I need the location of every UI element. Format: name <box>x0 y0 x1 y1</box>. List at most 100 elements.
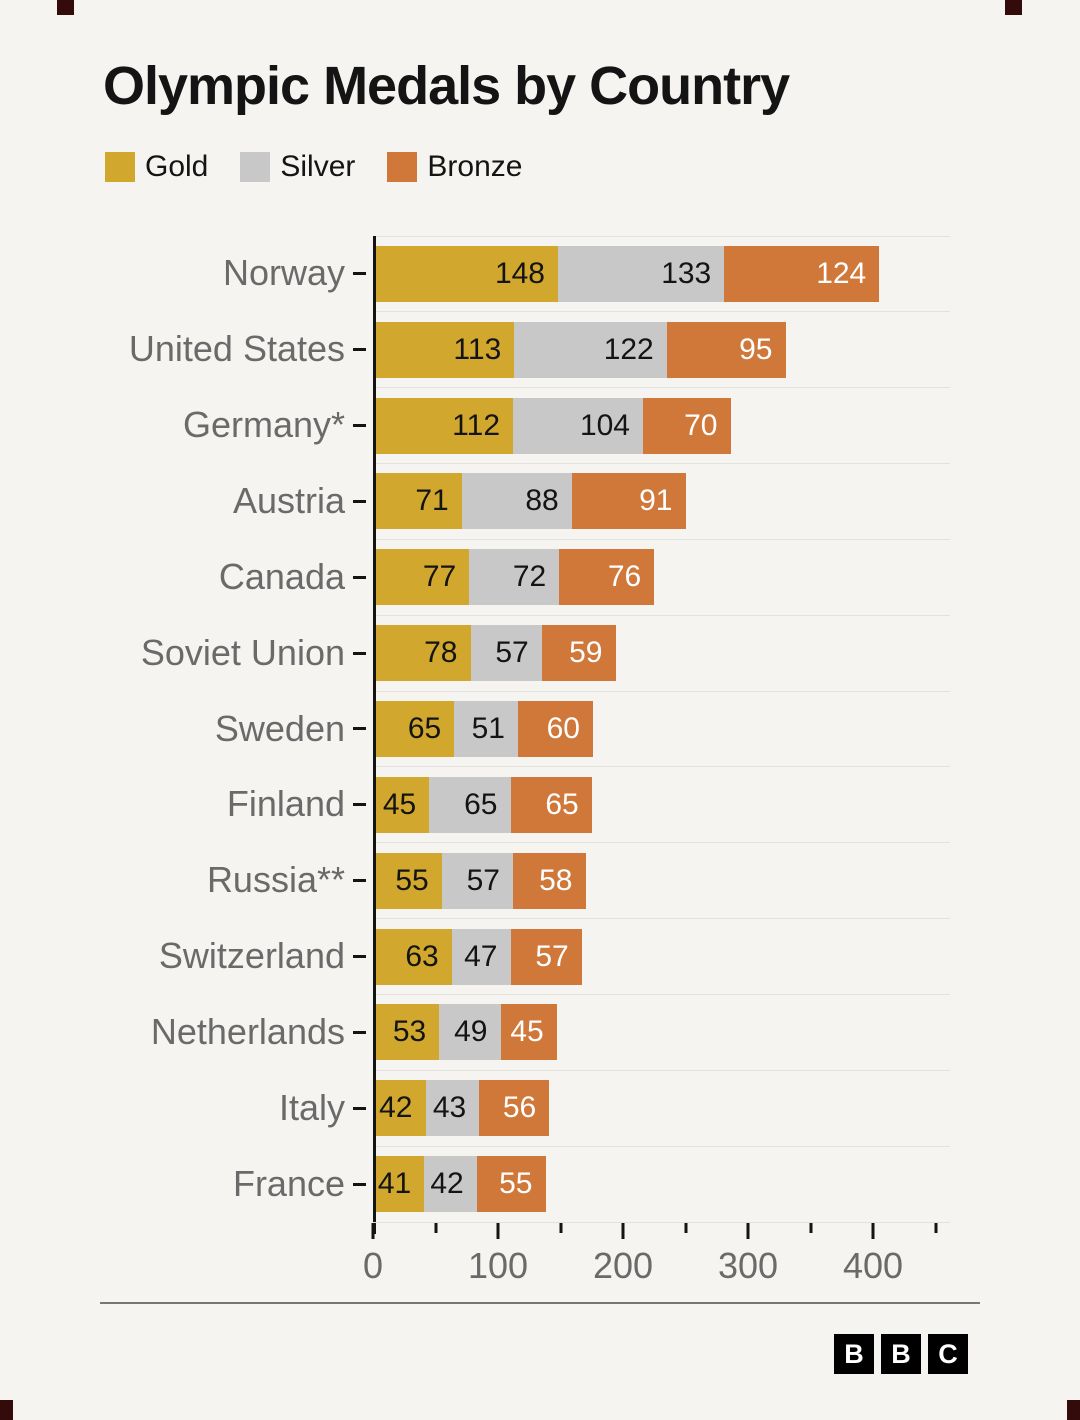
bar-segment-silver: 72 <box>469 549 560 606</box>
category-tick-mark <box>353 575 366 579</box>
x-axis-minor-tick <box>434 1223 437 1233</box>
row-plot-area: 42 43 56 <box>373 1069 950 1146</box>
category-label: United States <box>128 328 345 370</box>
row-plot-area: 148 133 124 <box>373 235 950 312</box>
bar-segment-gold: 71 <box>373 473 462 530</box>
bar-segment-bronze: 57 <box>510 928 582 985</box>
category-label: Sweden <box>214 707 345 749</box>
category-tick-mark <box>353 1030 366 1034</box>
chart-row: Canada 77 72 76 <box>105 538 950 615</box>
bar-value-label: 78 <box>424 636 458 670</box>
bar-value-label: 65 <box>407 711 442 745</box>
bar-segment-gold: 42 <box>373 1080 426 1137</box>
x-axis-tick-label: 400 <box>842 1245 904 1286</box>
bar-segment-bronze: 65 <box>510 776 592 833</box>
category-tick-mark <box>353 499 366 503</box>
bbc-logo-block: B <box>881 1334 921 1374</box>
x-axis: 0 100 200 300 400 <box>363 1222 950 1294</box>
bar-value-label: 55 <box>395 863 429 897</box>
legend-swatch-gold <box>105 152 135 182</box>
chart-row: Austria 71 88 91 <box>105 463 950 540</box>
corner-marker <box>0 1400 13 1420</box>
stacked-bar: 55 57 58 <box>373 852 586 909</box>
category-tick-mark <box>353 1106 366 1110</box>
legend-swatch-silver <box>240 152 271 182</box>
bar-value-label: 133 <box>661 256 712 290</box>
bar-segment-bronze: 58 <box>513 852 586 909</box>
bar-segment-gold: 78 <box>373 625 471 682</box>
category-tick-mark <box>353 1182 366 1186</box>
legend-label: Silver <box>280 150 356 183</box>
bar-value-label: 63 <box>405 939 439 973</box>
bar-segment-gold: 45 <box>373 776 430 833</box>
bar-segment-silver: 65 <box>429 776 511 833</box>
bar-value-label: 122 <box>603 332 654 366</box>
legend-item-bronze: Bronze <box>387 150 522 184</box>
bbc-logo-block: C <box>928 1334 968 1374</box>
chart-legend: Gold Silver Bronze <box>105 150 522 184</box>
row-plot-area: 45 65 65 <box>373 766 950 843</box>
stacked-bar: 77 72 76 <box>373 549 655 606</box>
category-label: France <box>232 1162 345 1204</box>
bar-value-label: 53 <box>392 1015 427 1049</box>
bar-value-label: 77 <box>422 560 457 594</box>
bar-value-label: 57 <box>495 636 529 670</box>
category-tick-mark <box>353 424 366 428</box>
bar-value-label: 43 <box>432 1091 467 1125</box>
category-label: Finland <box>226 783 345 825</box>
x-axis-tick-label: 200 <box>592 1245 654 1286</box>
row-plot-area: 78 57 59 <box>373 614 950 691</box>
x-axis-major-tick <box>621 1223 625 1239</box>
bar-value-label: 71 <box>415 484 449 518</box>
bar-segment-silver: 122 <box>514 321 667 378</box>
stacked-bar: 113 122 95 <box>373 321 786 378</box>
chart-rows: Norway 148 133 124 United States 113 122 95 Germ… <box>105 235 950 1222</box>
chart-row: France 41 42 55 <box>105 1145 950 1222</box>
x-axis-major-tick <box>371 1223 375 1239</box>
category-label: Soviet Union <box>140 631 345 673</box>
x-axis-minor-tick <box>559 1223 562 1233</box>
row-plot-area: 71 88 91 <box>373 463 950 540</box>
legend-item-silver: Silver <box>240 150 355 184</box>
bar-value-label: 55 <box>499 1167 533 1201</box>
x-axis-tick-label: 300 <box>717 1245 779 1286</box>
bar-value-label: 57 <box>466 863 500 897</box>
bar-value-label: 70 <box>684 408 718 442</box>
category-tick-mark <box>353 955 366 959</box>
bar-segment-bronze: 45 <box>500 1004 557 1061</box>
bar-segment-bronze: 70 <box>643 397 731 454</box>
x-axis-major-tick <box>496 1223 500 1239</box>
footer-divider <box>100 1302 980 1304</box>
bar-segment-bronze: 56 <box>479 1080 550 1137</box>
bar-value-label: 51 <box>471 711 505 745</box>
row-plot-area: 53 49 45 <box>373 993 950 1070</box>
category-label: Netherlands <box>150 1010 345 1052</box>
bar-segment-gold: 41 <box>373 1156 425 1213</box>
category-label: Italy <box>278 1086 345 1128</box>
row-plot-area: 55 57 58 <box>373 842 950 919</box>
chart-row: Soviet Union 78 57 59 <box>105 614 950 691</box>
bar-segment-silver: 88 <box>461 473 572 530</box>
category-tick-mark <box>353 272 366 276</box>
category-label: Canada <box>218 555 345 597</box>
x-axis-minor-tick <box>809 1223 812 1233</box>
stacked-bar: 78 57 59 <box>373 625 616 682</box>
category-tick-mark <box>353 348 366 352</box>
chart-row: Switzerland 63 47 57 <box>105 918 950 995</box>
bar-value-label: 113 <box>453 332 502 366</box>
chart-row: Norway 148 133 124 <box>105 235 950 312</box>
bar-segment-silver: 43 <box>425 1080 480 1137</box>
category-tick-mark <box>353 727 366 731</box>
bar-value-label: 104 <box>579 408 630 442</box>
x-axis-minor-tick <box>684 1223 687 1233</box>
x-axis-minor-tick <box>934 1223 937 1233</box>
row-plot-area: 77 72 76 <box>373 538 950 615</box>
bbc-logo-block: B <box>834 1334 874 1374</box>
legend-label: Bronze <box>427 150 523 183</box>
row-plot-area: 65 51 60 <box>373 690 950 767</box>
chart-row: United States 113 122 95 <box>105 311 950 388</box>
legend-swatch-bronze <box>387 152 418 182</box>
row-plot-area: 63 47 57 <box>373 918 950 995</box>
